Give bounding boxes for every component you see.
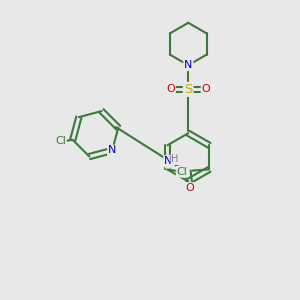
Text: N: N bbox=[164, 156, 172, 166]
Text: N: N bbox=[184, 60, 193, 70]
Text: N: N bbox=[108, 146, 116, 155]
Text: O: O bbox=[185, 183, 194, 193]
Text: Cl: Cl bbox=[177, 167, 188, 177]
Text: O: O bbox=[166, 84, 175, 94]
Text: O: O bbox=[202, 84, 210, 94]
Text: H: H bbox=[171, 154, 179, 164]
Text: Cl: Cl bbox=[55, 136, 66, 146]
Text: H: H bbox=[166, 158, 174, 168]
Text: S: S bbox=[184, 83, 193, 96]
